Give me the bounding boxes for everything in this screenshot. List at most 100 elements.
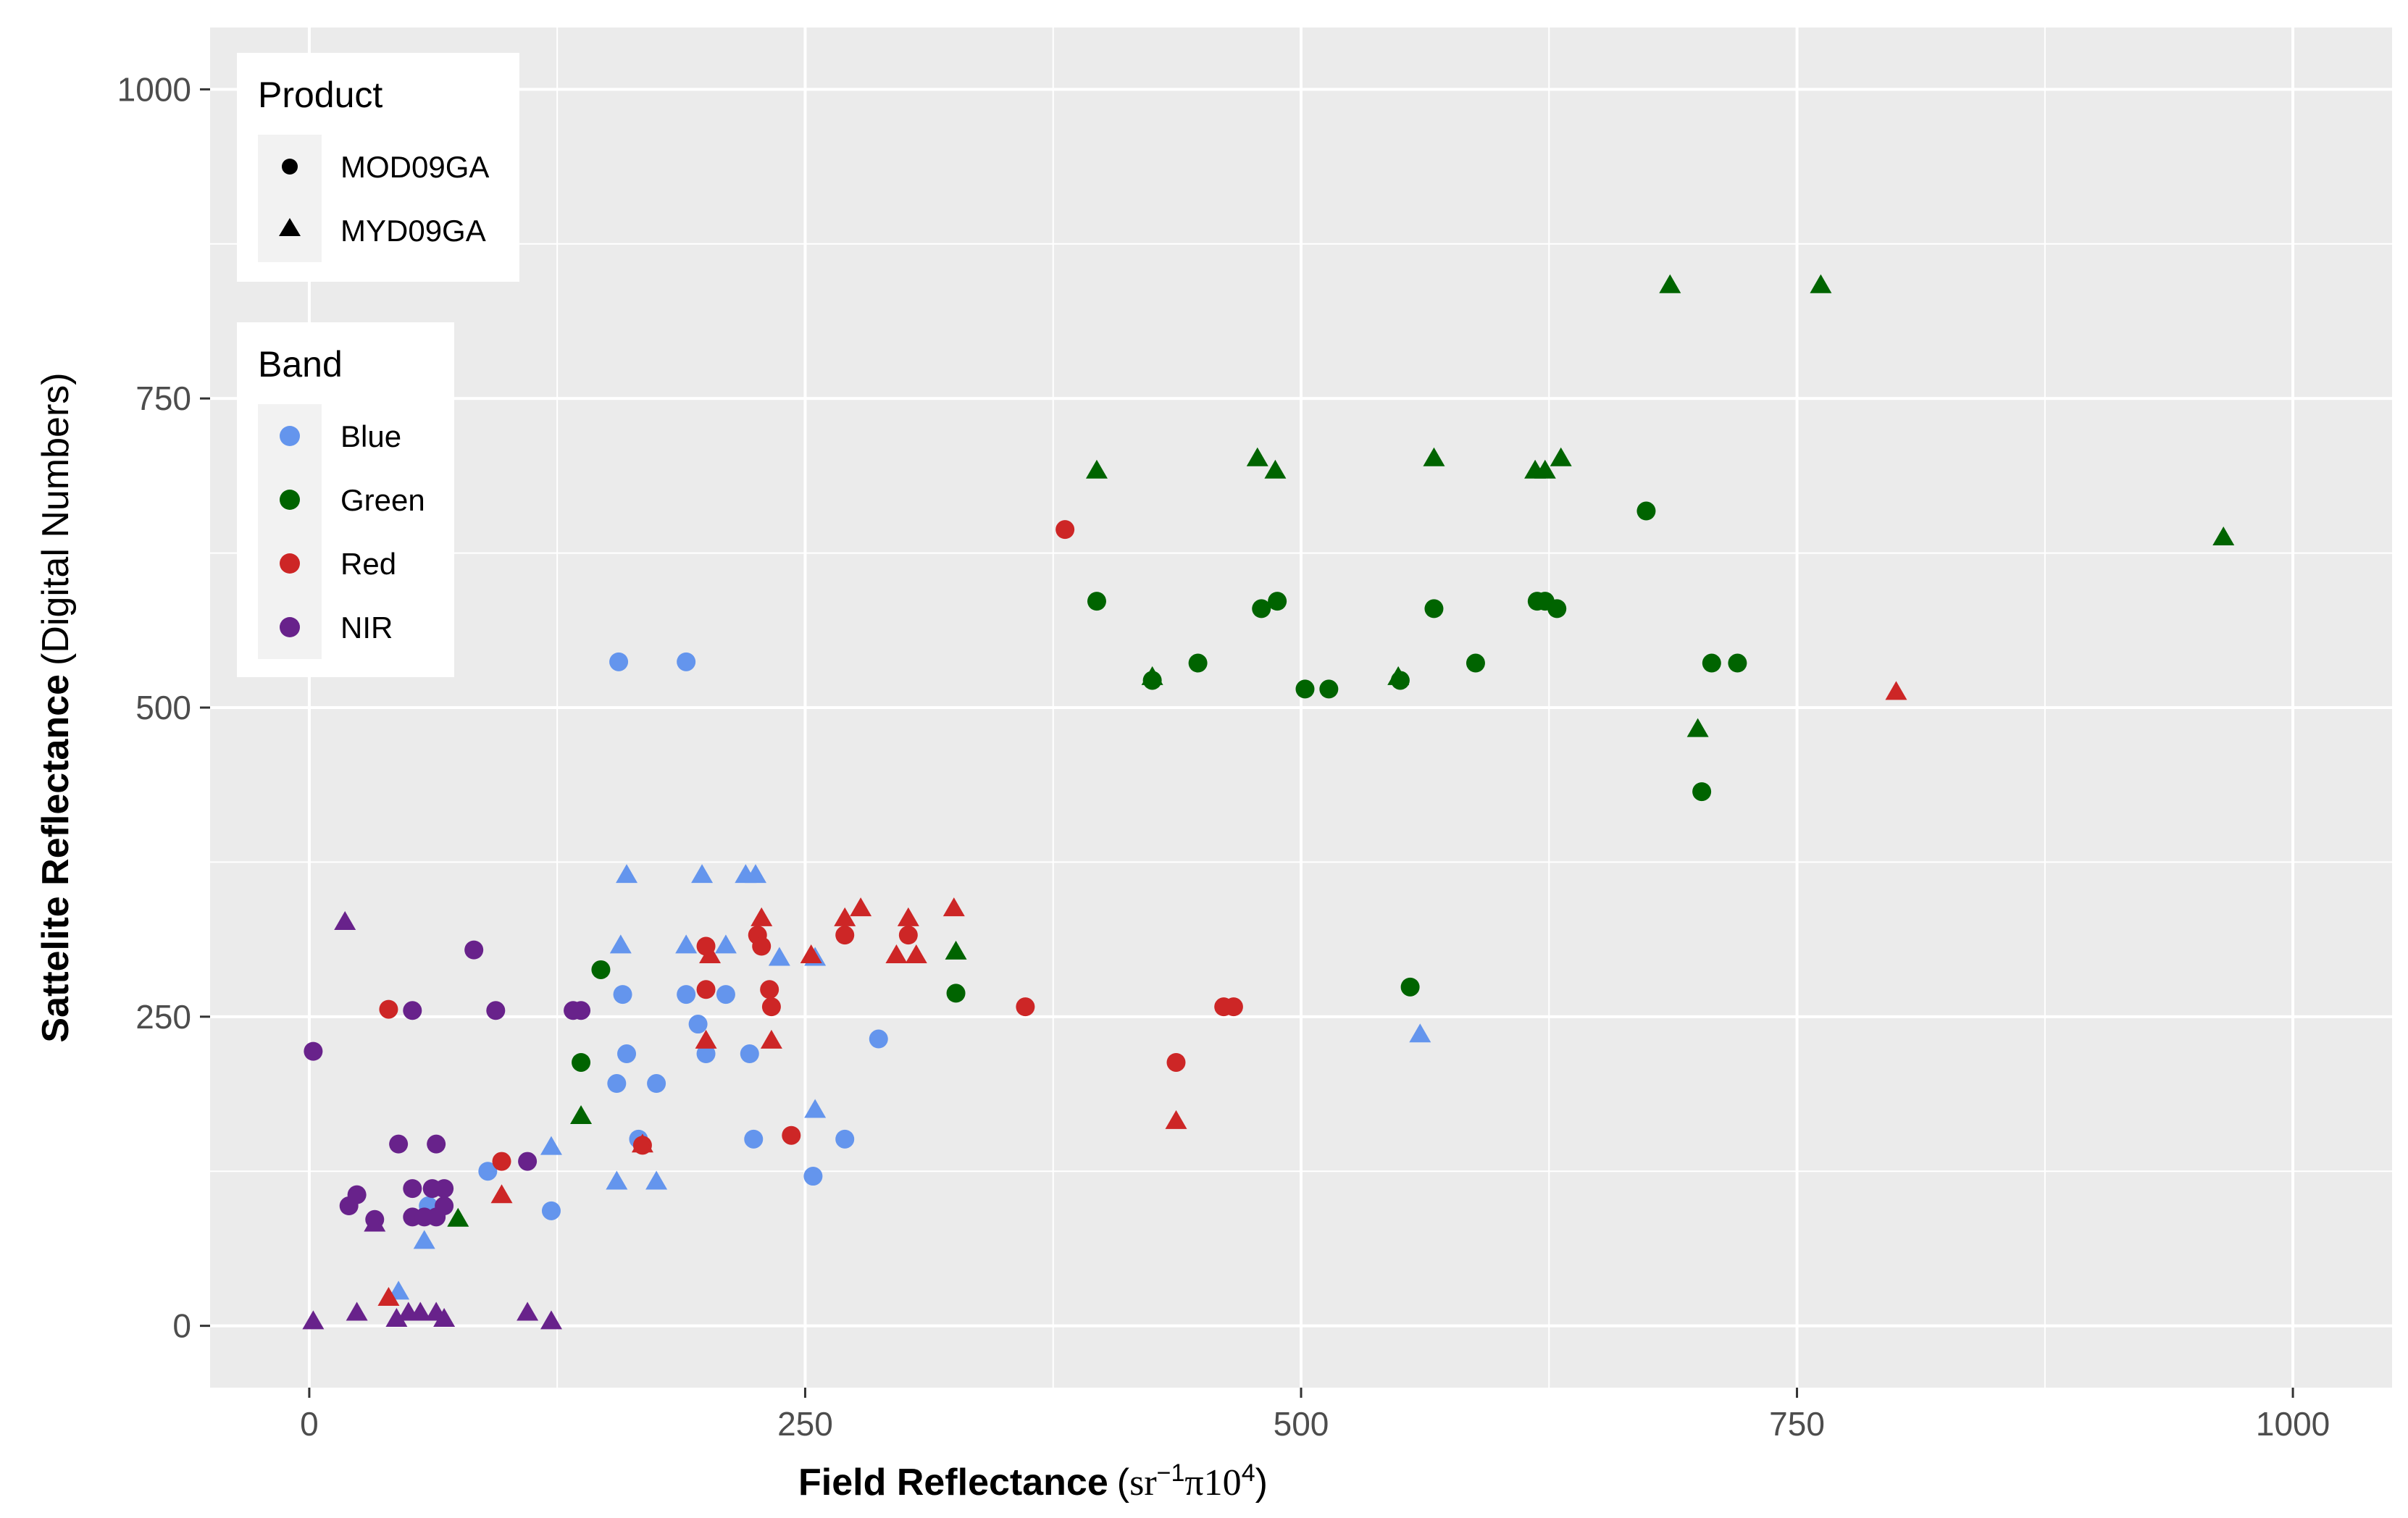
legend-band-swatch-green [280, 490, 300, 510]
legend-band-swatch-nir [280, 617, 300, 637]
y-tick-label: 500 [135, 689, 191, 726]
legend-triangle-icon [279, 218, 301, 236]
x-tick-label: 750 [1769, 1405, 1825, 1443]
point-red-mod09ga [379, 999, 398, 1019]
point-red-myd09ga [490, 1184, 513, 1204]
point-green-myd09ga [1264, 459, 1287, 479]
point-red-myd09ga [800, 944, 822, 964]
point-green-mod09ga [946, 984, 966, 1003]
legend-product: Product MOD09GA MYD09GA [237, 53, 519, 282]
point-green-myd09ga [1141, 666, 1163, 685]
x-tick-label: 250 [777, 1405, 833, 1443]
point-red-mod09ga [752, 936, 772, 956]
point-blue-myd09ga [645, 1170, 668, 1190]
point-red-mod09ga [1224, 997, 1243, 1017]
point-green-mod09ga [1268, 592, 1287, 611]
point-red-mod09ga [761, 997, 781, 1017]
point-green-mod09ga [1295, 679, 1315, 699]
data-points [302, 274, 2235, 1330]
point-blue-myd09ga [413, 1230, 435, 1249]
legend-band-label-0: Blue [340, 419, 401, 453]
point-red-myd09ga [834, 907, 856, 926]
x-axis-unit-sup1: −1 [1157, 1459, 1185, 1487]
legend-product-label-1: MYD09GA [340, 214, 486, 248]
point-nir-mod09ga [389, 1134, 409, 1154]
point-green-myd09ga [1246, 447, 1268, 466]
point-nir-mod09ga [518, 1152, 538, 1171]
point-nir-myd09ga [334, 910, 356, 930]
point-blue-mod09ga [617, 1044, 637, 1064]
point-red-myd09ga [695, 1029, 717, 1049]
point-red-myd09ga [760, 1029, 782, 1049]
x-tick-label: 1000 [2256, 1405, 2330, 1443]
point-red-myd09ga [942, 897, 965, 917]
x-tick-label: 500 [1274, 1405, 1329, 1443]
point-blue-myd09ga [675, 934, 698, 954]
point-green-mod09ga [1252, 599, 1271, 618]
point-red-mod09ga [898, 926, 918, 945]
point-green-mod09ga [1728, 653, 1747, 673]
legend-band-label-3: NIR [340, 611, 393, 645]
point-red-mod09ga [782, 1125, 801, 1145]
point-blue-myd09ga [745, 864, 766, 884]
x-axis-title: Field Reflectance (sr−1π104) [798, 1459, 1268, 1504]
legend-circle-icon [282, 159, 298, 175]
point-green-mod09ga [572, 1052, 591, 1072]
point-red-myd09ga [1165, 1110, 1187, 1129]
point-blue-myd09ga [1409, 1023, 1431, 1043]
point-red-mod09ga [760, 980, 779, 999]
point-green-mod09ga [591, 960, 611, 979]
point-red-myd09ga [1885, 681, 1907, 700]
legend-product-title: Product [258, 75, 382, 115]
point-nir-myd09ga [302, 1310, 325, 1330]
point-green-mod09ga [1692, 782, 1712, 802]
point-blue-mod09ga [744, 1129, 764, 1149]
point-green-myd09ga [1686, 718, 1709, 737]
point-nir-myd09ga [517, 1301, 539, 1321]
point-blue-mod09ga [740, 1044, 759, 1064]
point-red-myd09ga [699, 944, 722, 964]
point-nir-mod09ga [435, 1179, 454, 1199]
point-red-mod09ga [696, 980, 716, 999]
y-tick-label: 0 [172, 1307, 191, 1345]
point-blue-myd09ga [804, 1099, 827, 1118]
legend-band-swatch-red [280, 553, 300, 574]
point-nir-mod09ga [347, 1185, 367, 1204]
y-axis-unit: Digital Numbers [35, 385, 77, 653]
point-blue-mod09ga [696, 1044, 716, 1064]
y-axis-ticks: 0 250 500 750 1000 [117, 70, 210, 1345]
point-red-myd09ga [751, 907, 773, 926]
y-tick-label: 1000 [117, 70, 191, 108]
point-green-mod09ga [1547, 599, 1567, 618]
point-green-myd09ga [2212, 526, 2235, 545]
point-green-mod09ga [1400, 977, 1420, 997]
point-nir-mod09ga [486, 1001, 506, 1020]
point-nir-myd09ga [385, 1307, 408, 1327]
legend-band-title: Band [258, 344, 343, 385]
y-tick-label: 250 [135, 998, 191, 1036]
point-green-myd09ga [1550, 447, 1572, 466]
point-blue-mod09ga [478, 1162, 498, 1181]
point-green-myd09ga [1534, 459, 1556, 479]
point-green-mod09ga [1424, 599, 1444, 618]
point-blue-mod09ga [613, 985, 632, 1005]
point-blue-myd09ga [540, 1136, 562, 1155]
point-red-mod09ga [1166, 1052, 1186, 1072]
point-green-mod09ga [1087, 592, 1106, 611]
point-blue-mod09ga [716, 985, 735, 1005]
point-green-myd09ga [1659, 274, 1681, 293]
point-green-mod09ga [1636, 501, 1656, 521]
point-nir-mod09ga [403, 1179, 422, 1199]
point-green-mod09ga [1319, 679, 1339, 699]
point-blue-mod09ga [607, 1074, 627, 1094]
point-blue-mod09ga [609, 652, 629, 671]
x-axis-unit-mid: π10 [1184, 1462, 1241, 1504]
point-blue-myd09ga [691, 864, 714, 884]
legend-band-label-2: Red [340, 547, 396, 581]
legend-band-swatch-blue [280, 426, 300, 446]
x-tick-label: 0 [300, 1405, 319, 1443]
point-blue-mod09ga [835, 1129, 855, 1149]
point-green-myd09ga [945, 940, 967, 960]
point-nir-mod09ga [435, 1196, 454, 1216]
